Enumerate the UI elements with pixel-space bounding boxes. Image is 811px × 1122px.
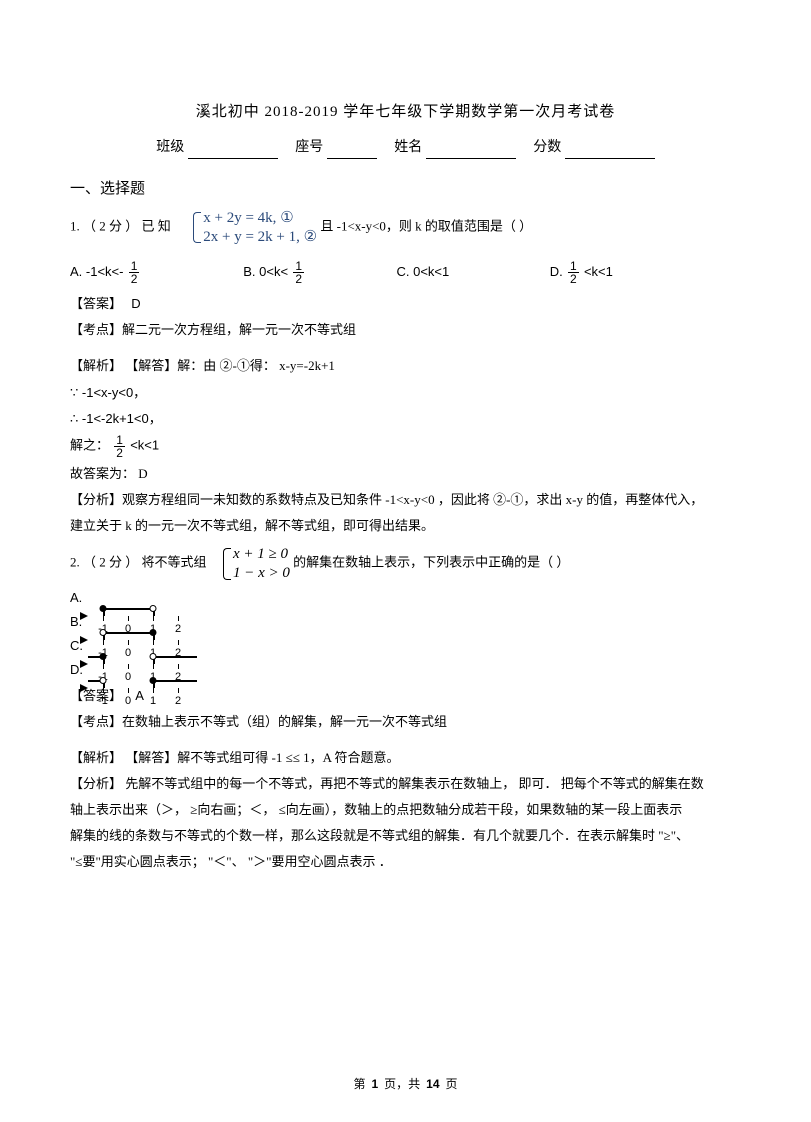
fraction-icon: 12 (127, 260, 142, 285)
q1-fx1: 观察方程组同一未知数的系数特点及已知条件 -1<x-y<0 ，因此将 ②-①，求… (122, 492, 703, 507)
q2-prefix: 2. （ 2 分 ） 将不等式组 (70, 555, 207, 570)
q1-answer-row: 【答案】 D (70, 293, 741, 315)
q1-options: A. -1<k<- 12 B. 0<k< 12 C. 0<k<1 D. 12 <… (70, 260, 741, 285)
q1-optD-pre: D. (550, 261, 563, 283)
fraction-icon: 12 (291, 260, 306, 285)
fraction-icon: 12 (566, 260, 581, 285)
doc-title: 溪北初中 2018-2019 学年七年级下学期数学第一次月考试卷 (70, 100, 741, 126)
footer-total: 14 (426, 1077, 439, 1091)
q1-kaodian-text: 解二元一次方程组，解一元一次不等式组 (122, 322, 356, 337)
q1-eq1: x + 2y = 4k, ① (203, 209, 317, 228)
label-class: 班级 (156, 140, 184, 155)
fraction-icon: 12 (112, 434, 127, 459)
fenxi-label: 【分析】 (70, 492, 122, 507)
q1-eq2: 2x + y = 2k + 1, ② (203, 228, 317, 247)
q1-equation-system: x + 2y = 4k, ① 2x + y = 2k + 1, ② (191, 209, 317, 247)
q1-fenxi-1: 【分析】观察方程组同一未知数的系数特点及已知条件 -1<x-y<0 ，因此将 ②… (70, 489, 741, 511)
q1-suffix: 且 -1<x-y<0，则 k 的取值范围是（ ） (320, 219, 532, 234)
section-title: 一、选择题 (70, 177, 741, 203)
q2-eq2: 1 − x > 0 (233, 564, 290, 583)
q1-optA-pre: A. -1<k<- (70, 261, 123, 283)
blank-class (188, 158, 278, 159)
q2-answer-row: 【答案】 A (70, 685, 741, 707)
page-footer: 第 1 页，共 14 页 (0, 1074, 811, 1094)
q2-optD-row: D. -1 0 1 2 (70, 659, 741, 681)
label-name: 姓名 (394, 140, 422, 155)
q2-kaodian-text: 在数轴上表示不等式（组）的解集，解一元一次不等式组 (122, 714, 447, 729)
blank-score (565, 158, 655, 159)
q1-stem: 1. （ 2 分 ） 已 知 x + 2y = 4k, ① 2x + y = 2… (70, 209, 741, 247)
q1-optB: B. 0<k< 12 (243, 260, 393, 285)
form-row: 班级 座号 姓名 分数 (70, 136, 741, 160)
q1-step3: 解之： 12 <k<1 (70, 434, 741, 459)
q1-fenxi-2: 建立关于 k 的一元一次不等式组，解不等式组，即可得出结果。 (70, 515, 741, 537)
q2-equation-system: x + 1 ≥ 0 1 − x > 0 (221, 545, 290, 583)
q2-optC-row: C. -1 0 1 2 (70, 635, 741, 657)
kaodian-label: 【考点】 (70, 322, 122, 337)
q2-fx4: "≤要"用实心圆点表示； "＜"、 "＞"要用空心圆点表示 ． (70, 851, 741, 873)
q2-suffix: 的解集在数轴上表示，下列表示中正确的是（ ） (293, 555, 569, 570)
label-score: 分数 (533, 140, 561, 155)
q1-prefix: 1. （ 2 分 ） 已 知 (70, 219, 171, 234)
q1-step3-pre: 解之： (70, 437, 109, 452)
q2-kaodian: 【考点】在数轴上表示不等式（组）的解集，解一元一次不等式组 (70, 711, 741, 733)
q1-optC: C. 0<k<1 (397, 261, 547, 283)
kaodian-label: 【考点】 (70, 714, 122, 729)
q1-step1: ∵ -1<x-y<0， (70, 382, 741, 404)
q2-fx3: 解集的线的条数与不等式的个数一样，那么这段就是不等式组的解集．有几个就要几个．在… (70, 825, 741, 847)
footer-pre: 第 (353, 1077, 365, 1091)
footer-page: 1 (371, 1077, 378, 1091)
q2-optA-row: A. -1 0 1 2 (70, 587, 741, 609)
q1-optD: D. 12 <k<1 (550, 260, 613, 285)
q2-answer: A (135, 688, 144, 703)
answer-label: 【答案】 (70, 688, 122, 703)
q1-conclusion: 故答案为： D (70, 463, 741, 485)
blank-name (426, 158, 516, 159)
q1-answer: D (131, 296, 140, 311)
q1-step3-suf: <k<1 (130, 437, 159, 452)
q1-analysis-1: 【解析】 【解答】解：由 ②-①得： x-y=-2k+1 (70, 355, 741, 377)
q1-optA: A. -1<k<- 12 (70, 260, 240, 285)
q1-kaodian: 【考点】解二元一次方程组，解一元一次不等式组 (70, 319, 741, 341)
footer-mid: 页，共 (384, 1077, 420, 1091)
q2-fx1: 【分析】 先解不等式组中的每一个不等式，再把不等式的解集表示在数轴上， 即可． … (70, 773, 741, 795)
answer-label: 【答案】 (70, 296, 122, 311)
q2-analysis: 【解析】 【解答】解不等式组可得 -1 ≤≤ 1，A 符合题意。 (70, 747, 741, 769)
q2-optB-row: B. -1 0 1 2 (70, 611, 741, 633)
q1-optB-pre: B. 0<k< (243, 261, 288, 283)
q2-fx2: 轴上表示出来（＞， ≥向右画；＜， ≤向左画），数轴上的点把数轴分成若干段，如果… (70, 799, 741, 821)
label-seat: 座号 (295, 140, 323, 155)
footer-suf: 页 (446, 1077, 458, 1091)
blank-seat (327, 158, 377, 159)
q2-optA-label: A. (70, 587, 88, 609)
q1-optD-suf: <k<1 (584, 261, 613, 283)
q1-step2: ∴ -1<-2k+1<0， (70, 408, 741, 430)
q2-eq1: x + 1 ≥ 0 (233, 545, 290, 564)
q2-options: A. -1 0 1 2 B. -1 0 1 2 (70, 587, 741, 681)
q2-stem: 2. （ 2 分 ） 将不等式组 x + 1 ≥ 0 1 − x > 0 的解集… (70, 545, 741, 583)
